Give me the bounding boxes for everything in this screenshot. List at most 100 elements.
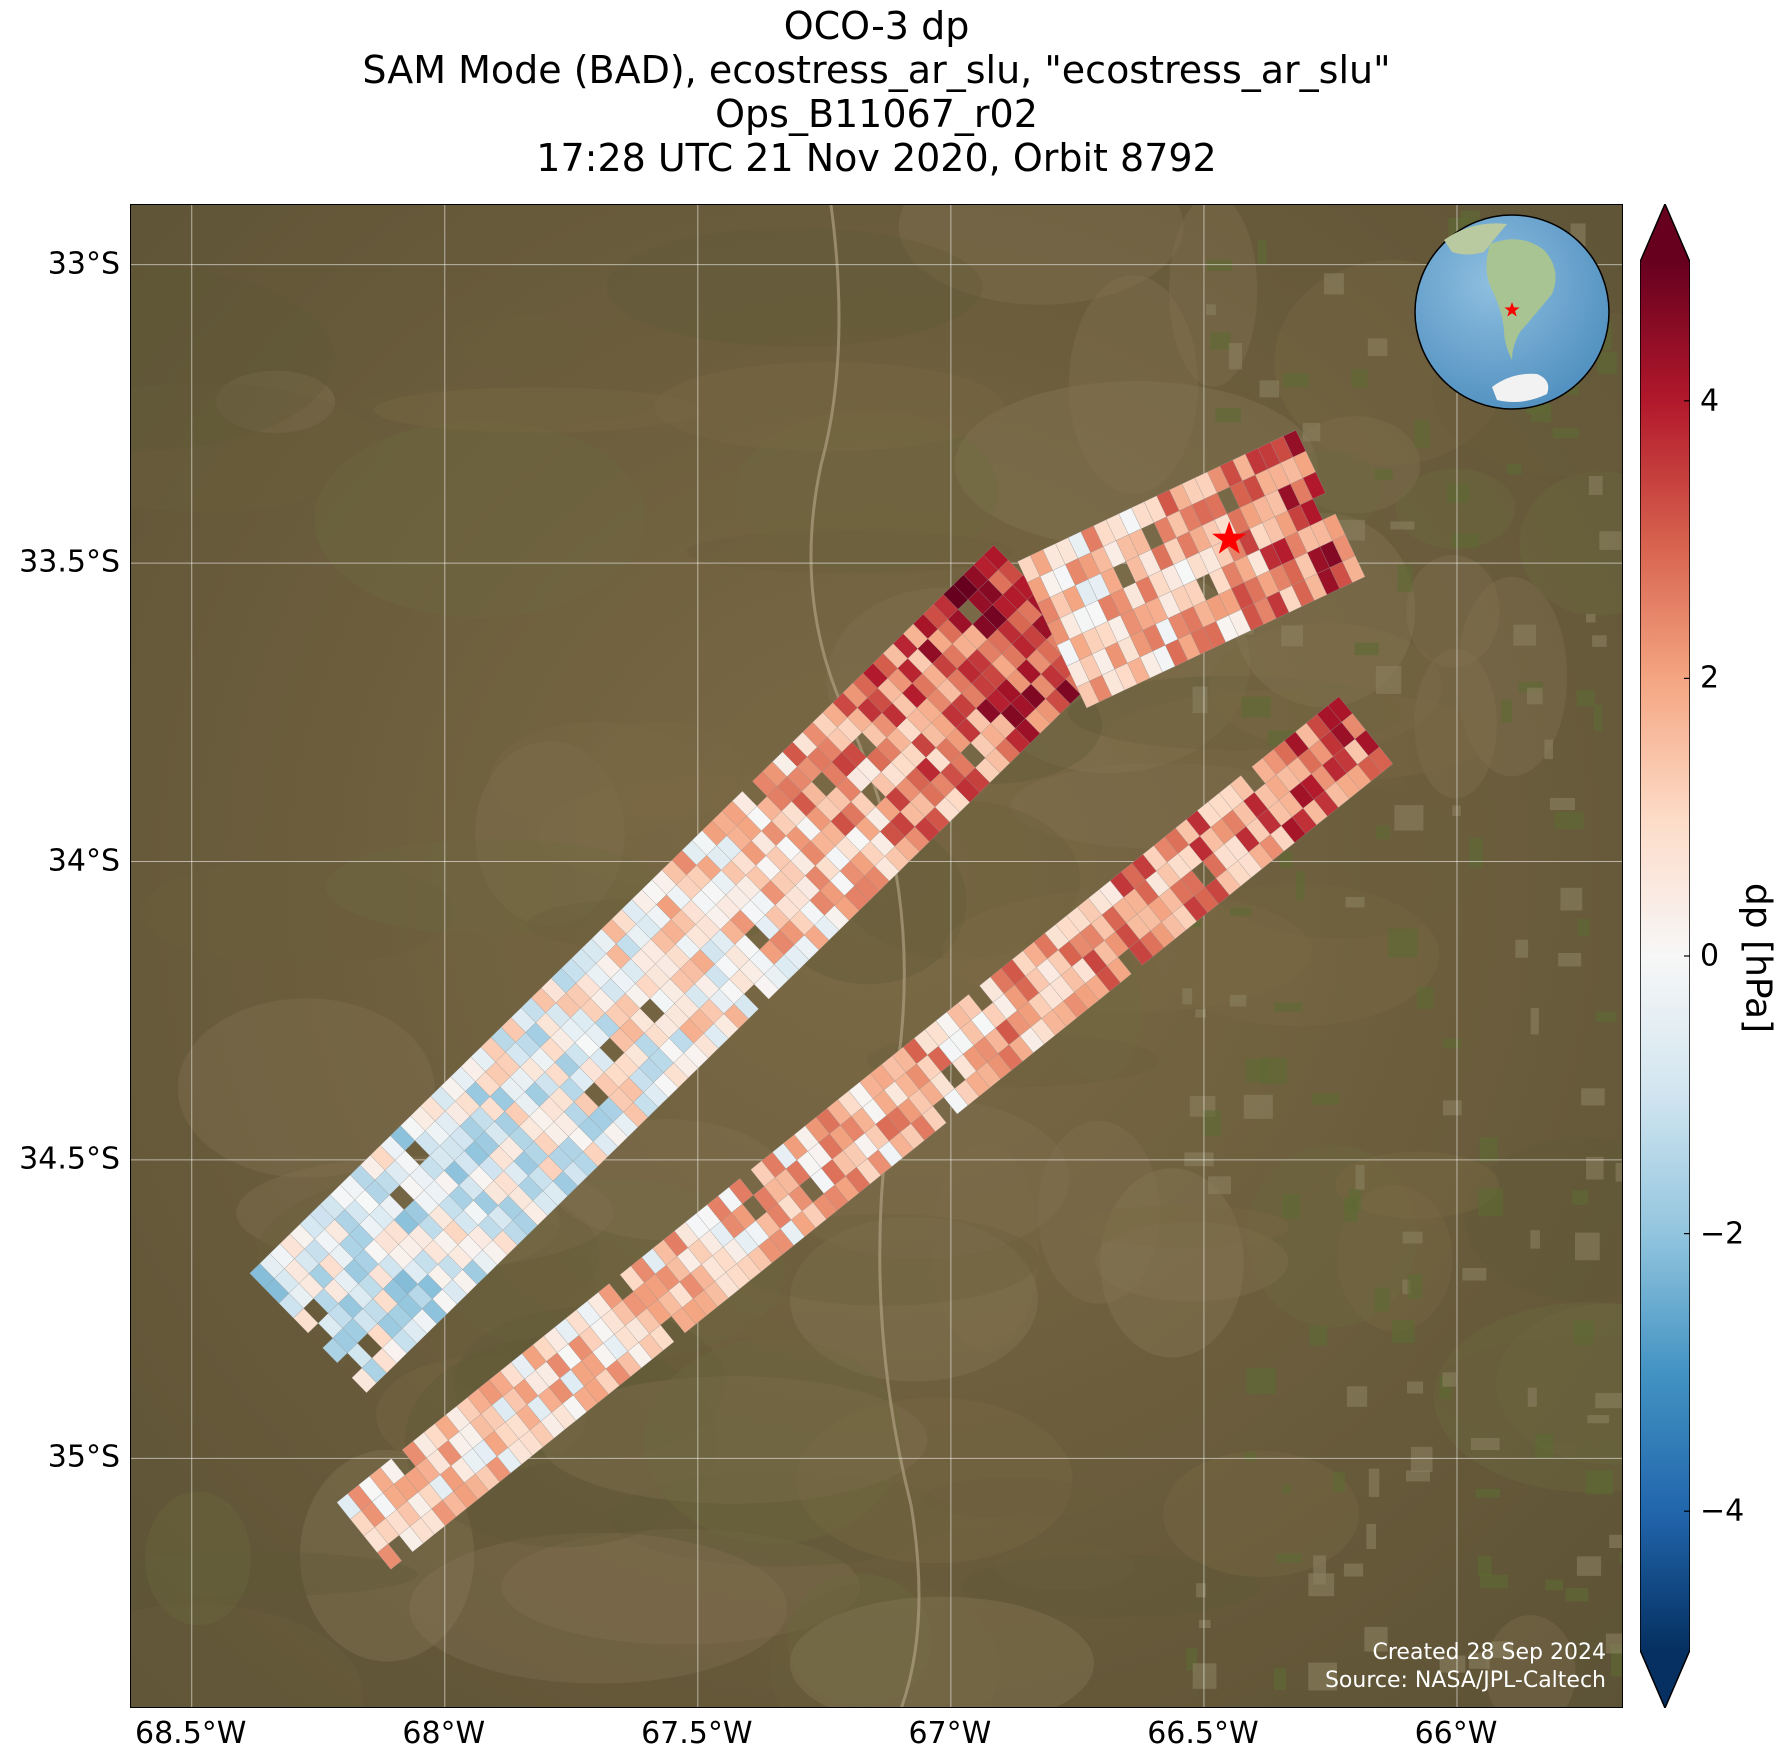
farm-field	[1477, 1555, 1492, 1577]
farm-field	[1439, 1375, 1452, 1400]
terrain-patch	[954, 381, 1318, 549]
terrain-patch	[1432, 1335, 1622, 1445]
farm-field	[1515, 939, 1529, 958]
title-line-2: SAM Mode (BAD), ecostress_ar_slu, "ecost…	[362, 48, 1391, 92]
farm-field	[1468, 1652, 1490, 1669]
terrain-patch	[325, 838, 663, 935]
lat-tick-label: 33°S	[47, 246, 120, 282]
inset-globe	[1414, 214, 1610, 410]
terrain-patch	[131, 266, 335, 451]
farm-field	[1592, 635, 1607, 647]
figure-title: OCO-3 dp SAM Mode (BAD), ecostress_ar_sl…	[130, 4, 1623, 180]
farm-field	[1402, 1231, 1423, 1244]
terrain-patch	[994, 1543, 1135, 1591]
farm-field	[1530, 1230, 1540, 1249]
source-credit: Source: NASA/JPL-Caltech	[1324, 1668, 1606, 1693]
farm-field	[1573, 1320, 1594, 1346]
farm-field	[1442, 1372, 1457, 1387]
farm-field	[1364, 1626, 1388, 1652]
colorbar-gradient	[1640, 262, 1690, 1650]
terrain-patch	[539, 1376, 928, 1504]
colorbar-tickmarks	[1684, 400, 1690, 1512]
farm-field	[1346, 1386, 1368, 1407]
terrain-patch	[140, 859, 455, 966]
farm-field	[1348, 1188, 1362, 1212]
farm-field	[1192, 686, 1208, 714]
farm-field	[1391, 1319, 1415, 1344]
terrain-patch	[131, 1551, 418, 1597]
farm-field	[1475, 1488, 1500, 1498]
farm-field	[1513, 624, 1536, 646]
terrain-patch	[360, 384, 654, 426]
lat-tick-label: 35°S	[47, 1439, 120, 1475]
farm-field	[1368, 1468, 1380, 1497]
terrain-patch	[409, 1532, 788, 1684]
farm-field	[1479, 1574, 1509, 1589]
farm-field	[1374, 1287, 1390, 1312]
farm-field	[1311, 1093, 1340, 1105]
title-line-3: Ops_B11067_r02	[715, 92, 1038, 136]
farm-field	[1596, 351, 1617, 374]
colorbar-tick-label: 2	[1700, 660, 1720, 696]
farm-field	[1575, 1232, 1600, 1261]
farm-field	[1615, 1162, 1622, 1182]
farm-field	[1374, 468, 1393, 481]
farm-field	[1230, 907, 1252, 917]
farm-field	[1416, 986, 1434, 1009]
terrain-patch	[1037, 1120, 1161, 1304]
terrain-patch	[1247, 1144, 1418, 1328]
farm-field	[1295, 871, 1305, 901]
terrain-patch	[931, 1143, 1040, 1352]
globe-south-america	[1486, 239, 1556, 360]
farm-field	[1506, 463, 1522, 475]
farm-field	[1560, 887, 1583, 911]
farm-field	[1405, 1470, 1430, 1482]
terrain-patch	[1100, 1168, 1244, 1358]
terrain-patch	[475, 741, 625, 926]
farm-field	[1585, 1470, 1613, 1495]
farm-field	[1243, 1094, 1273, 1119]
farm-field	[1274, 1002, 1303, 1012]
sounding-cell	[1342, 555, 1366, 583]
terrain-patch	[177, 998, 435, 1178]
terrain-patch	[1519, 471, 1622, 616]
farm-field	[1302, 422, 1321, 442]
colorbar	[1639, 202, 1691, 1710]
terrain-patch	[451, 313, 590, 373]
farm-field	[1545, 1579, 1564, 1591]
farm-field	[1184, 1152, 1214, 1167]
terrain-patch	[1094, 1222, 1289, 1302]
farm-field	[1619, 1552, 1622, 1564]
terrain-patch	[728, 1213, 1038, 1306]
farm-field	[1407, 1381, 1424, 1394]
farm-field	[1333, 1471, 1345, 1492]
farm-field	[1407, 1274, 1423, 1300]
map-panel[interactable]: Created 28 Sep 2024 Source: NASA/JPL-Cal…	[130, 204, 1623, 1708]
farm-field	[1282, 1194, 1301, 1219]
colorbar-extend-max	[1640, 204, 1690, 262]
terrain-patch	[131, 1604, 364, 1707]
farm-field	[1577, 918, 1590, 937]
terrain-patch	[644, 1338, 904, 1544]
farm-field	[1351, 369, 1368, 388]
farm-field	[1203, 1110, 1222, 1137]
farm-field	[1478, 1188, 1504, 1217]
farm-field	[1281, 625, 1304, 647]
farm-field	[1186, 1648, 1198, 1671]
terrain-patch	[960, 1554, 1260, 1618]
farm-field	[1451, 533, 1479, 548]
target-star-icon[interactable]	[1212, 521, 1247, 554]
created-date: Created 28 Sep 2024	[1372, 1640, 1607, 1665]
farm-field	[1215, 408, 1241, 423]
terrain-patch	[735, 410, 998, 572]
farm-field	[1585, 613, 1596, 623]
terrain-patch	[686, 530, 1014, 574]
basemap-layer	[131, 205, 1622, 1707]
terrain-patch	[1337, 1185, 1453, 1332]
terrain-patch	[373, 387, 700, 433]
farm-field	[1462, 1268, 1487, 1281]
farm-field	[1527, 1387, 1537, 1407]
farm-field	[1367, 338, 1388, 357]
colorbar-label: dp [hPa]	[1737, 882, 1779, 1034]
farm-field	[1565, 1587, 1589, 1602]
